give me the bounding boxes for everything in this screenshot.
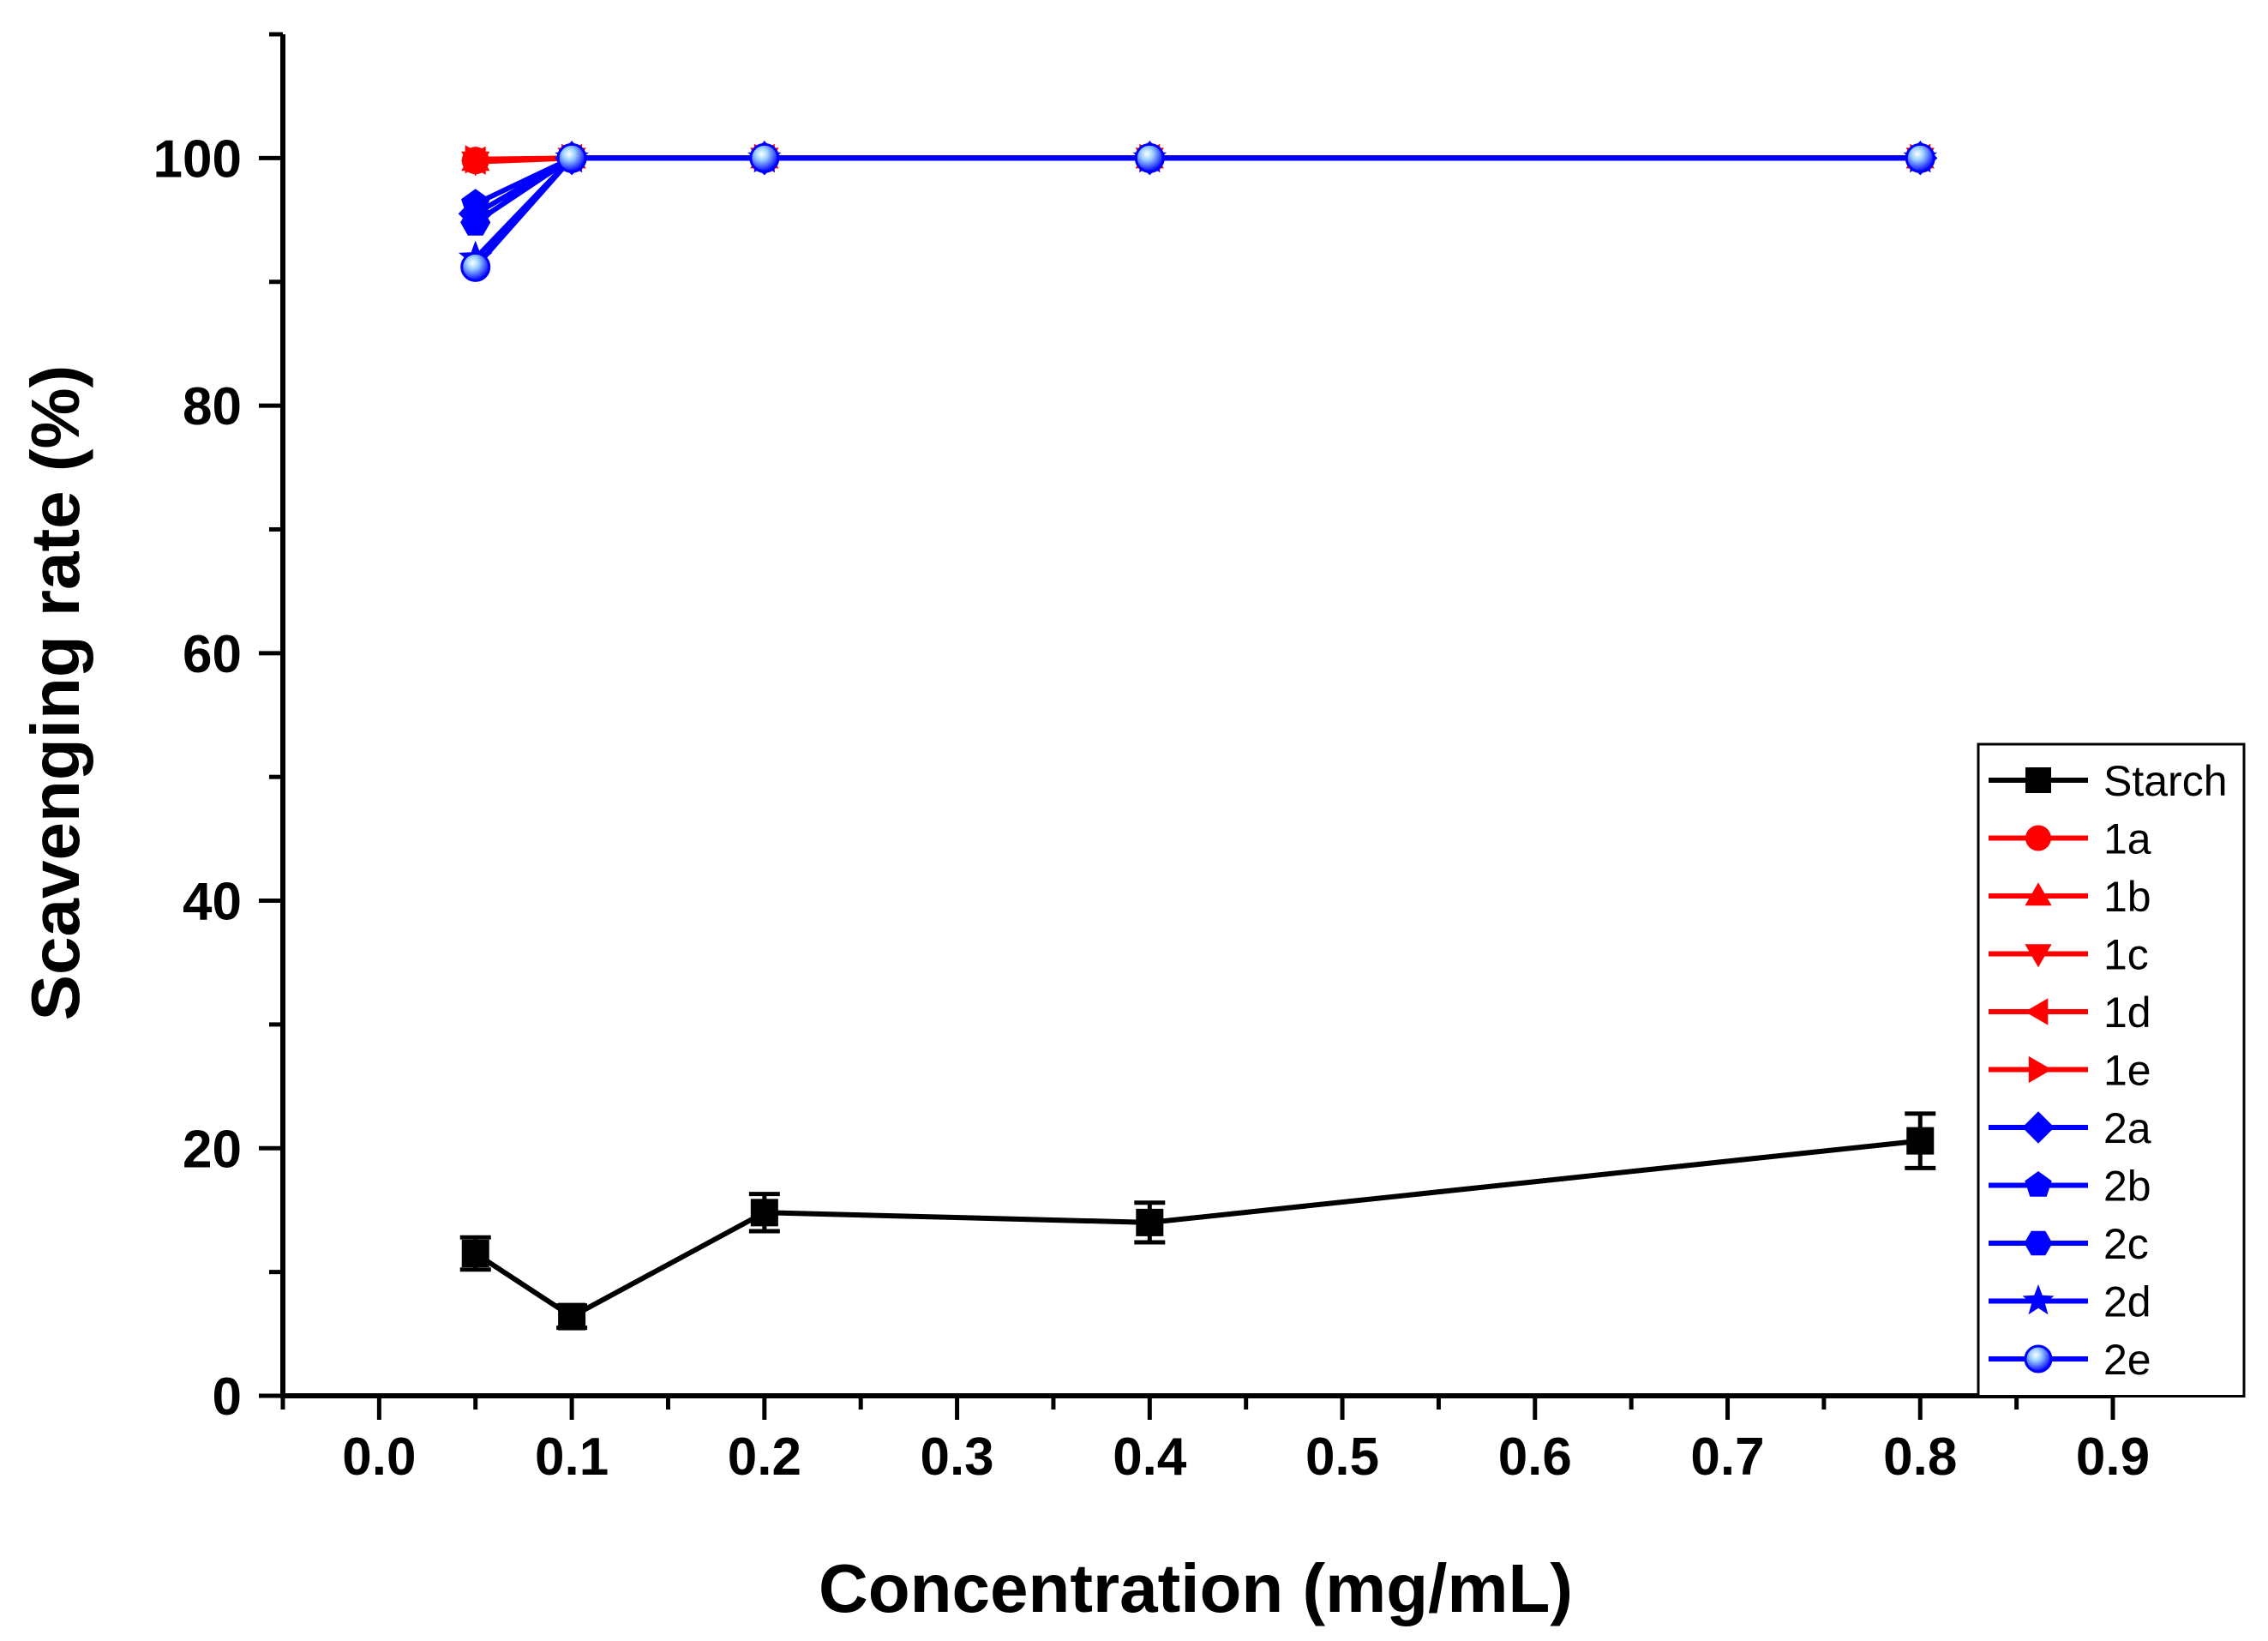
data-point	[750, 1199, 778, 1227]
y-tick-label: 0	[213, 1368, 242, 1427]
x-tick-label: 0.0	[342, 1428, 416, 1487]
legend-marker	[2025, 944, 2052, 968]
legend-label: Starch	[2103, 757, 2228, 805]
legend-label: 1e	[2103, 1047, 2151, 1095]
legend-marker	[2022, 1284, 2055, 1315]
data-point	[465, 145, 490, 174]
data-point	[460, 251, 491, 282]
legend-label: 2b	[2103, 1163, 2151, 1211]
series-1c	[461, 147, 1935, 177]
series-2e	[460, 142, 1935, 282]
axes: 0 20 40 60 80 100 0.0 0.1 0.2 0.3 0.4 0.5 0.6 0.7 0.8 0…	[153, 32, 2150, 1487]
x-tick-label: 0.8	[1883, 1428, 1957, 1487]
legend-marker	[2025, 882, 2052, 906]
data-point	[558, 1302, 586, 1331]
legend-label: 2d	[2103, 1278, 2151, 1326]
data-point	[461, 189, 490, 216]
x-tick-label: 0.1	[535, 1428, 609, 1487]
legend-marker	[2024, 1230, 2053, 1256]
x-tick-label: 0.5	[1305, 1428, 1379, 1487]
series-layer	[458, 140, 1938, 1331]
y-tick-label: 40	[183, 873, 242, 932]
series-line	[474, 155, 1921, 207]
y-tick-label: 80	[183, 377, 242, 436]
legend-label: 1c	[2103, 931, 2149, 979]
data-point	[460, 209, 491, 236]
series-starch	[459, 1111, 1936, 1331]
y-tick-label: 100	[153, 129, 242, 189]
legend-marker	[2028, 1055, 2052, 1084]
y-axis-title: Scavenging rate (%)	[17, 365, 93, 1021]
series-line	[474, 155, 1921, 216]
data-point	[1134, 142, 1165, 173]
legend-item-2c: 2c	[1989, 1220, 2149, 1268]
legend-item-1e: 1e	[1989, 1047, 2151, 1095]
legend-item-2e: 2e	[1989, 1336, 2151, 1384]
legend: Starch 1a 1b 1c 1d 1e 2a 2b 2c 2d 2e	[1977, 742, 2246, 1398]
data-point	[1136, 1208, 1164, 1236]
x-tick-label: 0.2	[728, 1428, 801, 1487]
legend-marker	[2024, 1344, 2053, 1374]
legend-marker	[2025, 998, 2049, 1025]
legend-label: 2a	[2103, 1104, 2151, 1152]
x-tick-label: 0.4	[1113, 1428, 1187, 1487]
x-axis-title: Concentration (mg/mL)	[819, 1550, 1573, 1626]
legend-label: 1d	[2103, 989, 2151, 1037]
legend-item-1a: 1a	[1989, 815, 2151, 863]
x-tick-label: 0.9	[2076, 1428, 2150, 1487]
legend-label: 1b	[2103, 873, 2151, 921]
data-point	[556, 142, 587, 173]
series-2a	[458, 141, 1938, 231]
legend-item-2b: 2b	[1989, 1163, 2151, 1211]
legend-item-1b: 1b	[1989, 873, 2151, 921]
series-line	[473, 155, 1921, 269]
data-point	[461, 1239, 489, 1267]
legend-item-2d: 2d	[1989, 1278, 2151, 1326]
series-line	[474, 1138, 1921, 1319]
x-tick-label: 0.7	[1690, 1428, 1764, 1487]
legend-label: 2e	[2103, 1336, 2151, 1384]
legend-item-starch: Starch	[1989, 757, 2228, 805]
x-tick-label: 0.6	[1498, 1428, 1572, 1487]
y-tick-label: 60	[183, 625, 242, 684]
data-point	[1905, 142, 1935, 173]
y-tick-label: 20	[183, 1120, 242, 1179]
series-line	[474, 155, 1921, 225]
legend-item-1d: 1d	[1989, 989, 2151, 1037]
legend-marker	[2025, 825, 2051, 851]
series-line	[473, 155, 1921, 261]
legend-item-1c: 1c	[1989, 931, 2149, 979]
data-point	[1906, 1127, 1935, 1155]
x-tick-label: 0.3	[920, 1428, 993, 1487]
legend-marker	[2025, 1171, 2052, 1197]
legend-marker	[2022, 1111, 2055, 1144]
data-point	[749, 142, 780, 173]
legend-label: 1a	[2103, 815, 2151, 863]
series-2b	[461, 142, 1935, 216]
legend-label: 2c	[2103, 1220, 2149, 1268]
legend-item-2a: 2a	[1989, 1104, 2151, 1152]
legend-marker	[2025, 767, 2051, 793]
